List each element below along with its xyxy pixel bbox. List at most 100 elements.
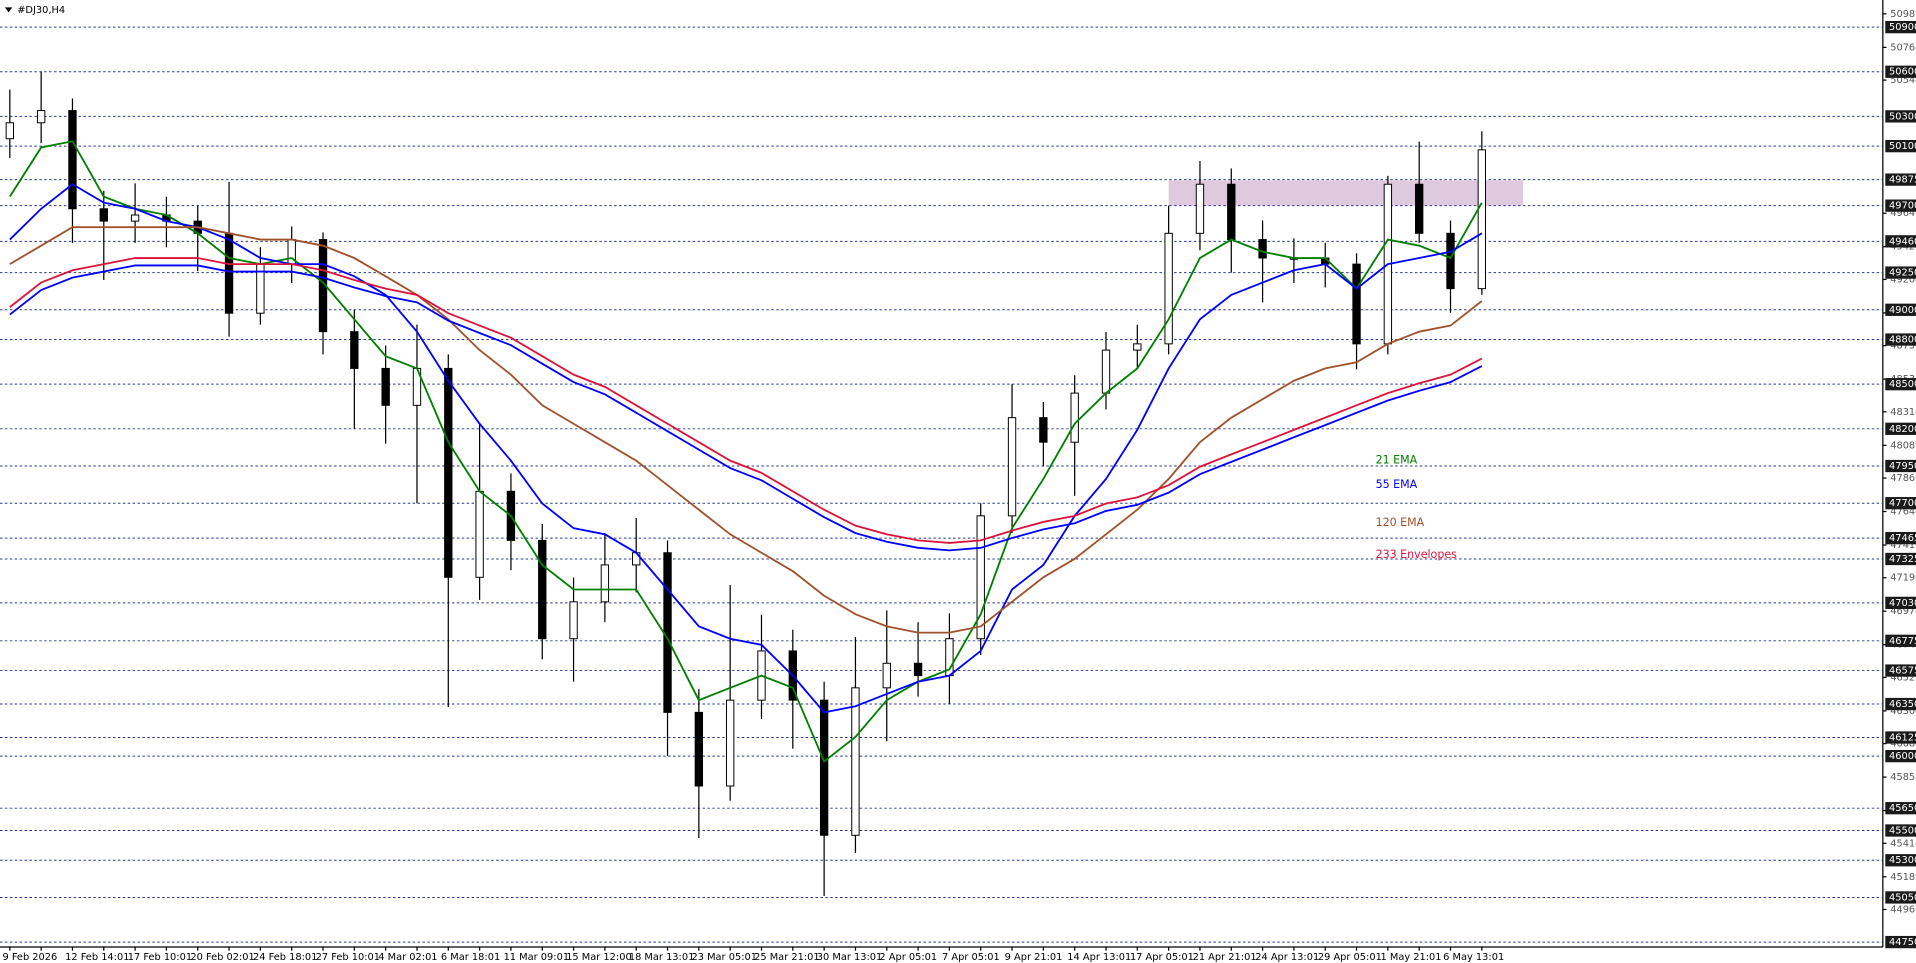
candle-body [1164, 232, 1173, 345]
chart-title: #DJ30,H4 [17, 5, 65, 16]
level-label: 46775 [1889, 636, 1916, 647]
candle-body [444, 367, 453, 578]
y-tick-label: 48089 [1890, 440, 1916, 451]
candle-body [130, 214, 140, 222]
y-tick-label: 47419 [1890, 540, 1916, 551]
candle-body [851, 687, 860, 836]
y-tick-label: 45189 [1890, 872, 1916, 883]
x-tick-label: 9 Apr 21:01 [1005, 952, 1063, 963]
legend-label: 233 Envelopes [1376, 548, 1458, 561]
x-tick-label: 15 Mar 12:00 [566, 952, 632, 963]
candle-body [1133, 343, 1142, 351]
level-label: 50900 [1889, 22, 1916, 33]
x-tick-label: 12 Feb 14:01 [65, 952, 129, 963]
level-label-box [1885, 497, 1916, 510]
indicator-line [9, 257, 1483, 544]
x-tick-label: 29 Apr 05:01 [1318, 952, 1382, 963]
level-label: 47325 [1889, 554, 1916, 565]
level-label: 45050 [1889, 892, 1916, 903]
legend-label: 120 EMA [1376, 516, 1425, 529]
level-label-box [1885, 173, 1916, 186]
level-label-box [1885, 532, 1916, 545]
y-tick-label: 50989 [1890, 9, 1916, 20]
level-label: 49250 [1889, 268, 1916, 279]
level-label-box [1885, 697, 1916, 711]
level-label: 45650 [1889, 803, 1916, 814]
level-label-box [1885, 802, 1916, 815]
candle-body [68, 110, 77, 210]
level-label-box [1885, 303, 1916, 316]
candle-body [475, 490, 484, 578]
level-label: 44750 [1889, 937, 1916, 948]
y-tick-label: 45859 [1890, 772, 1916, 783]
level-label: 50600 [1889, 67, 1916, 78]
candle-body [99, 208, 108, 222]
level-label-box [1885, 664, 1916, 677]
legend-label: 55 EMA [1376, 478, 1418, 491]
level-label: 46350 [1889, 699, 1916, 710]
level-label: 50300 [1889, 111, 1916, 122]
legend-label: 21 EMA [1376, 454, 1418, 467]
level-label-box [1885, 552, 1916, 566]
y-tick-label: 49649 [1890, 208, 1916, 219]
x-tick-label: 2 Apr 05:01 [879, 952, 937, 963]
x-tick-label: 25 Mar 21:01 [754, 952, 820, 963]
x-tick-label: 6 Mar 18:01 [441, 952, 500, 963]
candle-body [663, 552, 672, 713]
level-label-box [1885, 596, 1916, 610]
level-label-box [1885, 20, 1916, 34]
level-label-box [1885, 891, 1916, 904]
menu-triangle[interactable] [4, 7, 13, 13]
x-tick-label: 6 May 13:01 [1443, 952, 1504, 963]
x-tick-label: 17 Feb 10:01 [128, 952, 192, 963]
level-label: 48800 [1889, 335, 1916, 346]
level-label: 46575 [1889, 666, 1916, 677]
candle-body [1415, 183, 1424, 234]
x-tick-label: 18 Mar 13:01 [629, 952, 695, 963]
y-tick-label: 47199 [1890, 573, 1916, 584]
level-label-box [1885, 634, 1916, 647]
level-label: 46125 [1889, 733, 1916, 744]
x-tick-label: 9 Feb 2026 [2, 952, 57, 963]
y-tick-label: 46529 [1890, 672, 1916, 683]
x-tick-label: 24 Feb 18:01 [253, 952, 317, 963]
level-label: 47030 [1889, 598, 1916, 609]
candle-body [694, 711, 704, 787]
level-label: 45500 [1889, 825, 1916, 836]
x-tick-label: 1 May 21:01 [1381, 952, 1442, 963]
level-label: 45300 [1889, 855, 1916, 866]
y-tick-label: 48759 [1890, 341, 1916, 352]
level-label: 49700 [1889, 201, 1916, 212]
candle-body [976, 515, 985, 640]
candle-body [1195, 183, 1205, 234]
level-label: 48500 [1889, 379, 1916, 390]
y-tick-label: 47869 [1890, 473, 1916, 484]
candle-body [882, 662, 891, 689]
level-label: 47950 [1889, 461, 1916, 472]
y-tick-label: 50764 [1890, 42, 1916, 53]
level-label-box [1885, 422, 1916, 435]
level-label-box [1885, 199, 1916, 212]
x-tick-label: 23 Mar 05:01 [691, 952, 757, 963]
x-tick-label: 11 Mar 09:01 [504, 952, 570, 963]
indicator-line [9, 183, 1483, 714]
level-label-box [1885, 459, 1916, 473]
level-label-box [1885, 110, 1916, 123]
x-tick-label: 24 Apr 13:01 [1255, 952, 1319, 963]
candle-body [350, 331, 359, 369]
x-tick-label: 7 Apr 05:01 [942, 952, 1000, 963]
x-tick-label: 27 Feb 10:01 [316, 952, 380, 963]
level-label-box [1885, 333, 1916, 346]
x-tick-label: 21 Apr 21:01 [1193, 952, 1257, 963]
level-label-box [1885, 235, 1916, 248]
x-tick-label: 14 Apr 13:01 [1067, 952, 1131, 963]
level-label: 49000 [1889, 305, 1916, 316]
level-label: 47465 [1889, 533, 1916, 544]
candle-body [1446, 232, 1455, 290]
